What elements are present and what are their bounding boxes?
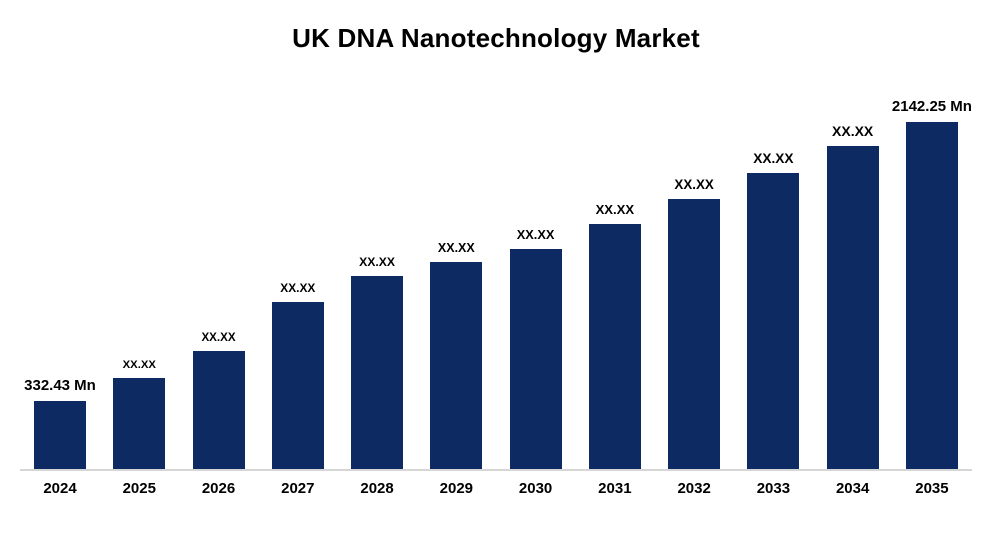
x-tick-label: 2032 xyxy=(677,480,711,497)
bar-column: XX.XX xyxy=(588,202,641,469)
chart-page: UK DNA Nanotechnology Market 332.43 Mn XX… xyxy=(0,22,992,497)
bar-column: XX.XX xyxy=(113,359,166,469)
bar xyxy=(271,302,324,469)
bar-value-label: 2142.25 Mn xyxy=(891,98,972,115)
x-tick-label: 2027 xyxy=(281,480,315,497)
bar-column: XX.XX xyxy=(351,255,404,469)
bar xyxy=(351,276,404,469)
bar-value-label: 332.43 Mn xyxy=(24,377,96,394)
bar-value-label: XX.XX xyxy=(280,281,316,295)
x-tick-label: 2031 xyxy=(598,480,632,497)
bar-value-label: XX.XX xyxy=(201,331,236,344)
x-tick-label: 2035 xyxy=(915,480,949,497)
bar xyxy=(192,351,245,469)
bar-value-label: XX.XX xyxy=(437,241,475,255)
bar xyxy=(668,199,721,469)
bar-value-label: XX.XX xyxy=(832,123,874,139)
bar xyxy=(588,224,641,469)
bar-value-label: XX.XX xyxy=(595,202,635,217)
bar-value-label: XX.XX xyxy=(753,151,794,166)
bar xyxy=(747,173,800,469)
bar xyxy=(905,122,958,469)
bar-column: XX.XX xyxy=(826,123,879,469)
chart-title: UK DNA Nanotechnology Market xyxy=(292,23,700,53)
x-tick-label: 2028 xyxy=(360,480,394,497)
bar-column: 2142.25 Mn xyxy=(892,98,972,469)
x-tick-label: 2033 xyxy=(756,480,791,497)
x-tick-label: 2030 xyxy=(518,480,553,497)
bar xyxy=(113,378,166,469)
bar-value-label: XX.XX xyxy=(122,359,156,371)
bar-value-label: XX.XX xyxy=(359,255,396,269)
x-tick-label: 2026 xyxy=(201,480,236,497)
bar-column: XX.XX xyxy=(747,151,800,469)
bar-column: XX.XX xyxy=(271,281,324,469)
bar xyxy=(34,401,86,469)
bar xyxy=(826,146,879,469)
x-tick-label: 2025 xyxy=(122,480,156,497)
bar-column: XX.XX xyxy=(192,331,245,469)
bar-value-label: XX.XX xyxy=(674,177,714,192)
bar-column: XX.XX xyxy=(509,227,562,469)
bar-column: 332.43 Mn xyxy=(24,377,96,469)
x-tick-label: 2024 xyxy=(43,480,77,497)
bar-value-label: XX.XX xyxy=(516,227,555,242)
bars-container: 332.43 Mn XX.XX XX.XX XX.XX XX.XX XX.XX XX.XX X… xyxy=(20,54,972,471)
x-tick-label: 2029 xyxy=(439,480,474,497)
bar-column: XX.XX xyxy=(668,177,721,469)
x-axis-labels: 2024 2025 2026 2027 2028 2029 2030 2031 2032 2033… xyxy=(20,480,972,497)
x-tick-label: 2034 xyxy=(835,480,870,497)
bar-column: XX.XX xyxy=(430,241,483,469)
bar xyxy=(430,262,483,469)
bar xyxy=(509,249,562,469)
plot-area: 332.43 Mn XX.XX XX.XX XX.XX XX.XX XX.XX XX.XX X… xyxy=(20,54,972,497)
